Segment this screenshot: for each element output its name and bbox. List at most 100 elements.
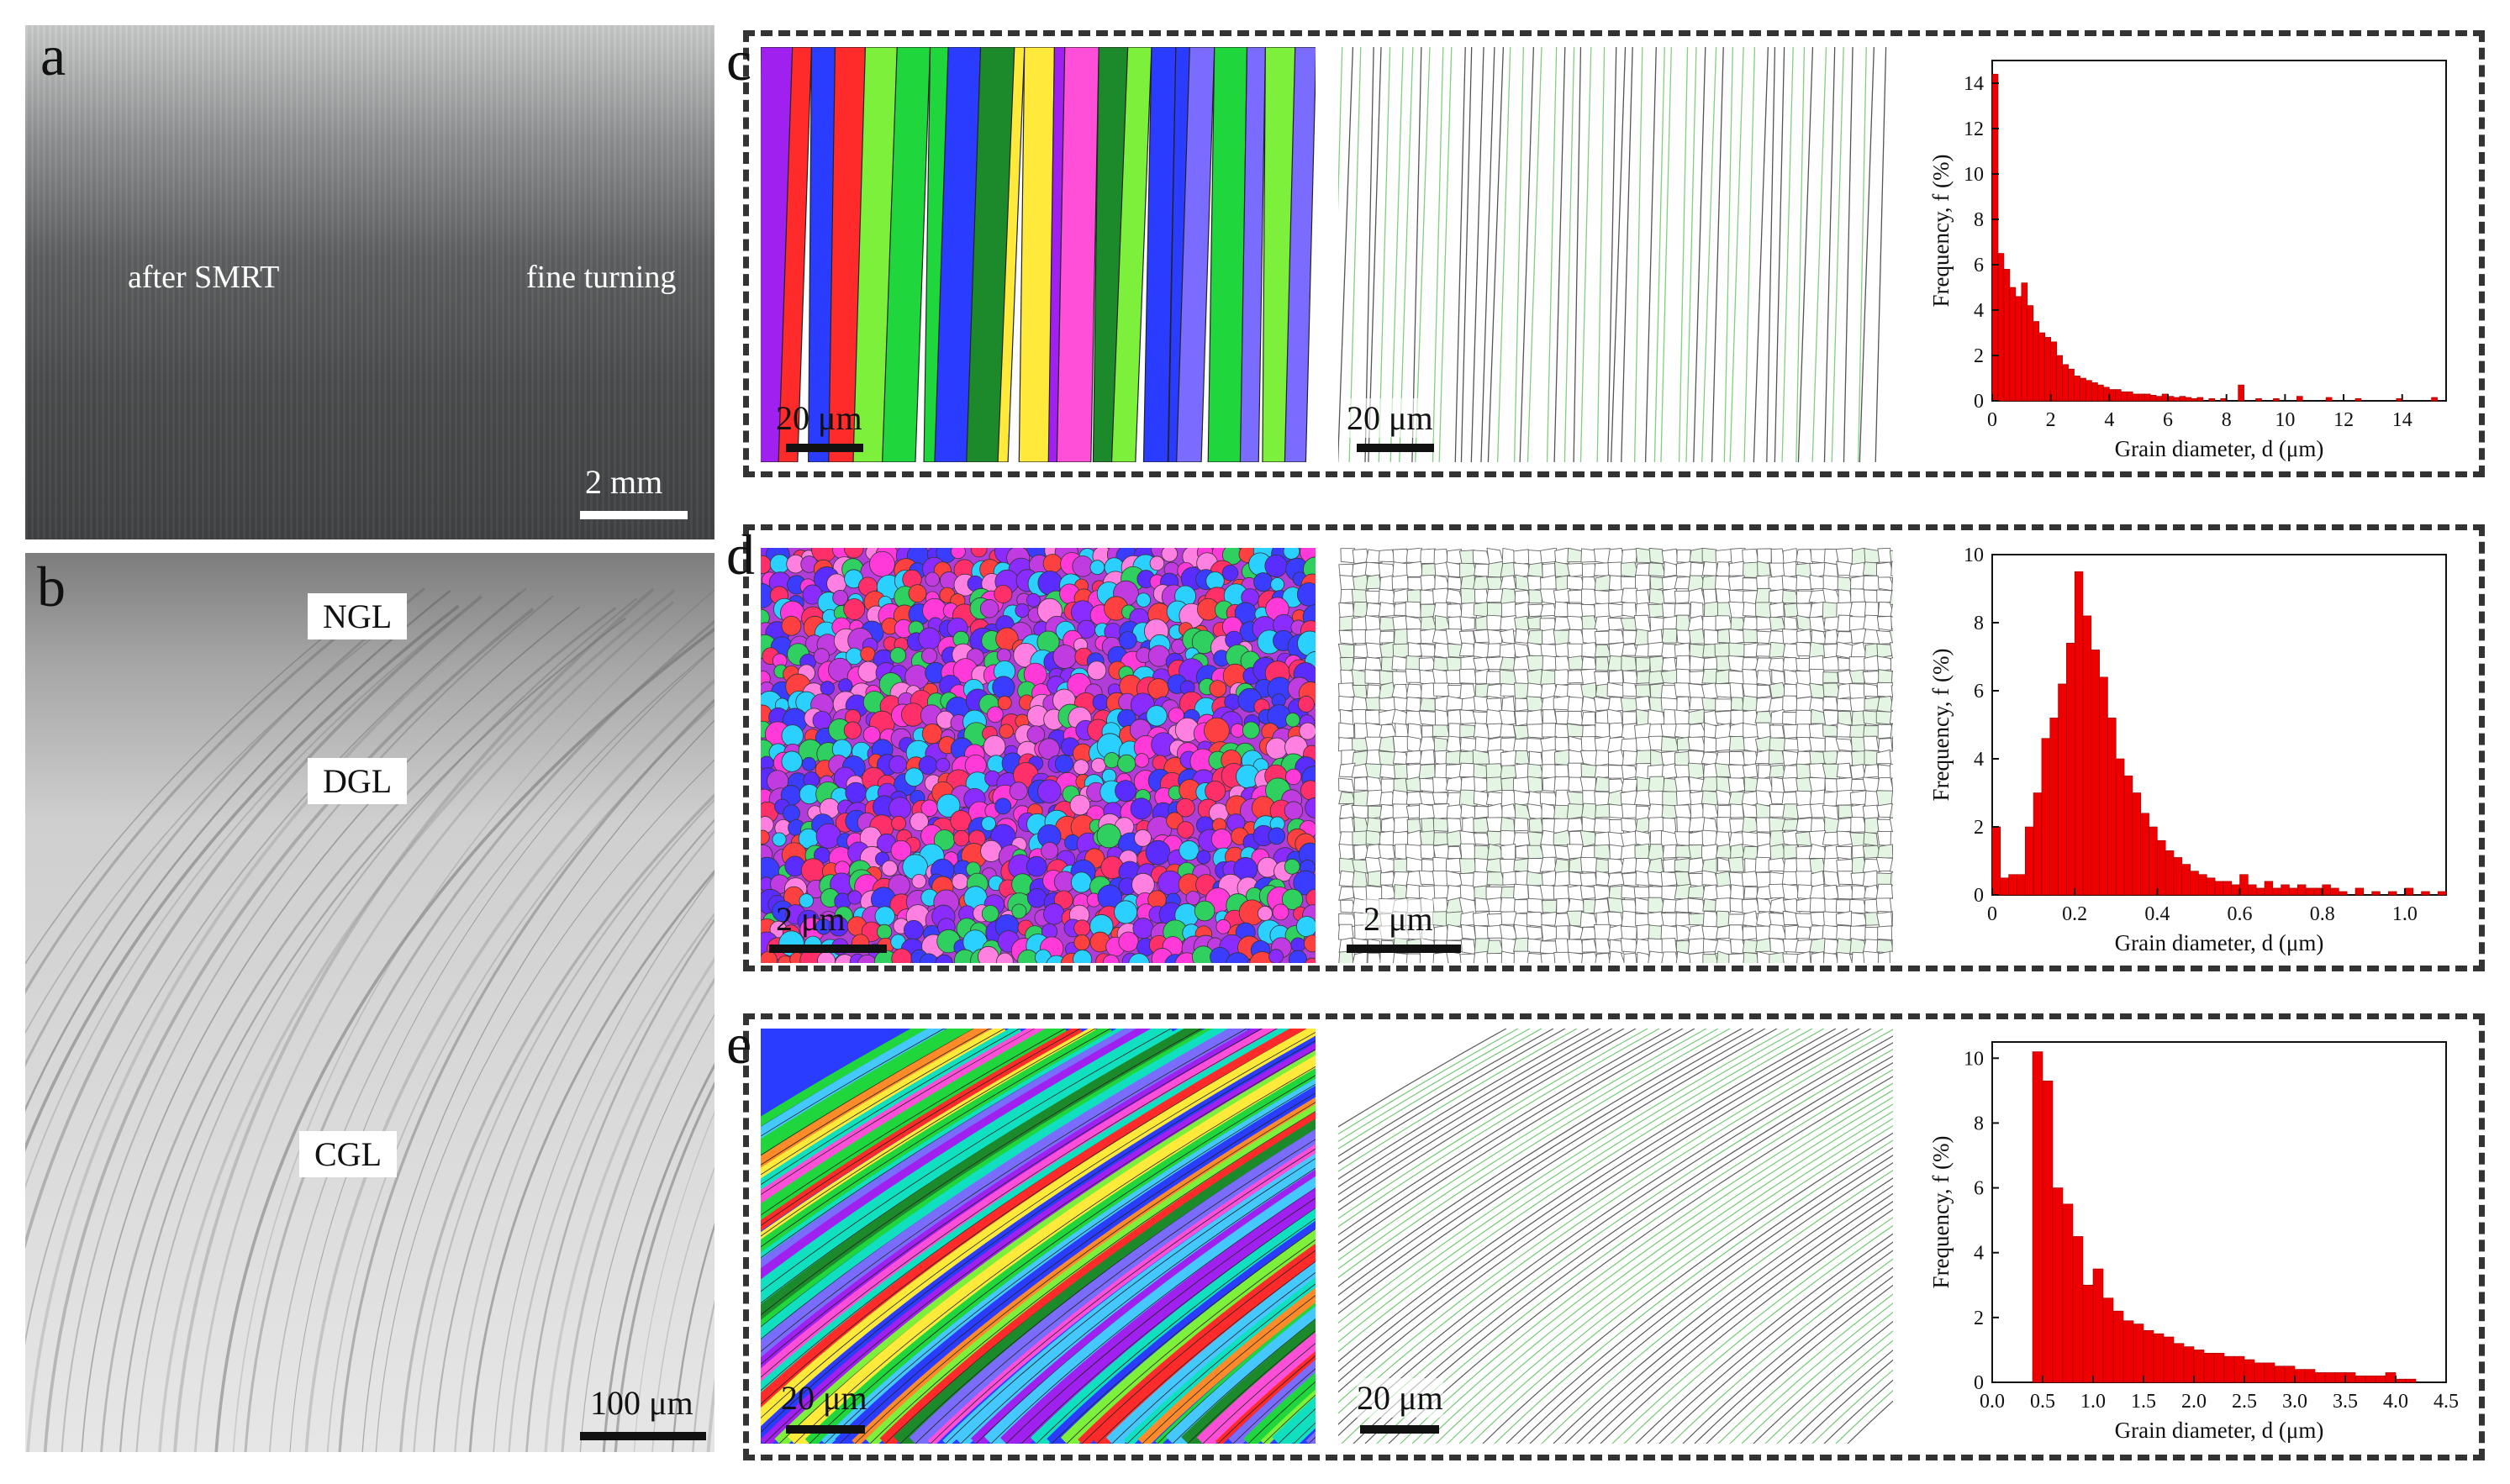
histogram-bar	[2050, 341, 2057, 402]
panel-label-d: d	[726, 523, 755, 587]
label-after-smrt: after SMRT	[128, 260, 280, 295]
scale-text-gb-d: 2 μm	[1363, 899, 1433, 939]
x-tick-label: 2.0	[2181, 1391, 2207, 1413]
histogram-bar	[2223, 1355, 2235, 1383]
histogram-bar	[2021, 282, 2028, 402]
histogram-bar	[2322, 884, 2331, 896]
x-tick-label: 0.6	[2228, 903, 2253, 925]
x-tick-label: 6	[2163, 409, 2173, 431]
histogram-bar	[2027, 305, 2034, 402]
histogram-bar	[2294, 1369, 2306, 1383]
frame-d	[743, 524, 2485, 971]
x-axis-label: Grain diameter, d (μm)	[2115, 436, 2324, 461]
y-tick-label: 14	[1964, 73, 1984, 95]
histogram-bar	[2015, 296, 2022, 402]
histogram-bar	[2314, 1372, 2326, 1383]
histogram-bar	[2102, 1297, 2114, 1383]
histogram-bar	[2161, 393, 2169, 402]
histogram-bar	[2304, 1369, 2316, 1383]
histogram-bar	[2126, 391, 2133, 402]
histogram-bar	[2103, 387, 2110, 402]
scale-bar-b	[580, 1432, 706, 1440]
gb-map-e: 20 μm	[1338, 1029, 1893, 1444]
histogram-bar	[2017, 874, 2026, 896]
histogram-bar	[2062, 1203, 2074, 1383]
x-tick-label: 12	[2333, 409, 2354, 431]
histogram-bar	[2165, 850, 2175, 896]
x-axis-label: Grain diameter, d (μm)	[2115, 930, 2324, 955]
y-tick-label: 6	[1974, 1178, 1984, 1200]
scale-bar-gb-c	[1357, 444, 1434, 452]
histogram-bar	[2173, 857, 2183, 896]
scale-text-ipf-e: 20 μm	[781, 1379, 867, 1417]
sem-image-a: a after SMRT fine turning 2 mm	[25, 25, 715, 539]
x-tick-label: 0.4	[2144, 903, 2170, 925]
ipf-map-e: 20 μm	[761, 1029, 1316, 1444]
scale-bar-gb-d	[1347, 945, 1461, 953]
histogram-bar	[2155, 396, 2163, 402]
y-tick-label: 8	[1974, 209, 1984, 231]
scale-text-gb-c: 20 μm	[1347, 398, 1433, 438]
x-tick-label: 1.5	[2131, 1391, 2156, 1413]
x-tick-label: 0	[1987, 409, 1997, 431]
histogram-bar	[2099, 676, 2108, 896]
x-tick-label: 0.0	[1980, 1391, 2005, 1413]
y-tick-label: 12	[1964, 118, 1984, 140]
histogram-bar	[2191, 397, 2198, 402]
histogram-bar	[1991, 73, 1999, 402]
histogram-bar	[2330, 887, 2339, 896]
y-tick-label: 0	[1974, 1372, 1984, 1394]
scale-bar-ipf-c	[786, 444, 863, 452]
histogram-bar	[2213, 1352, 2225, 1383]
x-tick-label: 4.5	[2434, 1391, 2459, 1413]
histogram-bar	[2068, 368, 2075, 402]
histogram-bar	[2183, 1346, 2195, 1383]
histogram-bar	[2173, 1343, 2185, 1383]
histogram-bar	[2354, 397, 2362, 402]
scale-bar-ipf-d	[769, 945, 887, 953]
scale-text-a: 2 mm	[585, 463, 663, 501]
histogram-bar	[2032, 1051, 2043, 1383]
histogram-bar	[2173, 397, 2180, 402]
histogram-bar	[2000, 877, 2009, 896]
histogram-bar	[2203, 1352, 2215, 1383]
b-texture	[25, 553, 715, 1452]
y-axis-label: Frequency, f (%)	[1928, 649, 1954, 802]
histogram-bar	[2354, 1375, 2366, 1383]
histogram-bar	[2009, 287, 2017, 402]
y-tick-label: 4	[1974, 749, 1984, 771]
histogram-bar	[2144, 393, 2151, 402]
histogram-bar	[2214, 881, 2224, 896]
histogram-bar	[2239, 874, 2249, 896]
histogram-bar	[2272, 887, 2281, 896]
scale-text-ipf-d: 2 μm	[776, 900, 846, 938]
x-tick-label: 0	[1987, 903, 1997, 925]
histogram-bar	[2058, 683, 2067, 896]
histogram-bar	[2140, 813, 2149, 896]
histogram-bar	[2193, 1350, 2205, 1383]
histogram-bar	[2049, 718, 2059, 896]
histogram-bar	[2375, 1375, 2386, 1383]
histogram-bar	[2143, 1329, 2154, 1383]
histogram-bar	[2092, 1268, 2104, 1383]
optical-image-b: b NGL DGL CGL 100 μm	[25, 553, 715, 1452]
scale-text-b: 100 μm	[590, 1384, 693, 1422]
histogram-bar	[2132, 393, 2139, 402]
histogram-bar	[2072, 1236, 2084, 1383]
y-tick-label: 10	[1964, 545, 1984, 566]
histogram-bar	[2365, 1375, 2376, 1383]
histogram-bar	[2255, 887, 2265, 896]
x-tick-label: 2	[2046, 409, 2056, 431]
y-tick-label: 10	[1964, 1048, 1984, 1070]
histogram-bar	[2264, 1362, 2275, 1383]
histogram-bar	[2431, 397, 2438, 402]
histogram-bar	[2086, 380, 2092, 402]
histogram-bar	[2255, 397, 2262, 402]
label-fine-turning: fine turning	[526, 260, 677, 295]
histogram-bar	[2149, 394, 2157, 402]
histogram-bar	[2091, 382, 2098, 402]
histogram-bar	[2080, 377, 2086, 402]
histogram-bar	[2324, 1372, 2336, 1383]
x-tick-label: 3.5	[2333, 1391, 2358, 1413]
histogram-bar	[2284, 1366, 2296, 1383]
